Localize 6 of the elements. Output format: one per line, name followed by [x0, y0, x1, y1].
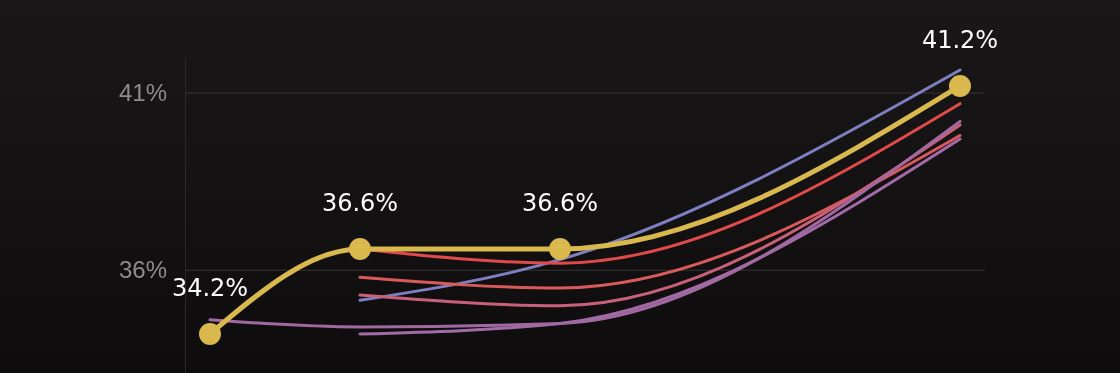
y-tick-label: 36%	[118, 256, 167, 284]
y-tick-label: 41%	[118, 79, 167, 107]
data-label: 36.6%	[521, 188, 599, 217]
data-label: 34.2%	[171, 274, 249, 303]
data-label: 36.6%	[321, 188, 399, 217]
data-label: 41.2%	[921, 25, 999, 54]
